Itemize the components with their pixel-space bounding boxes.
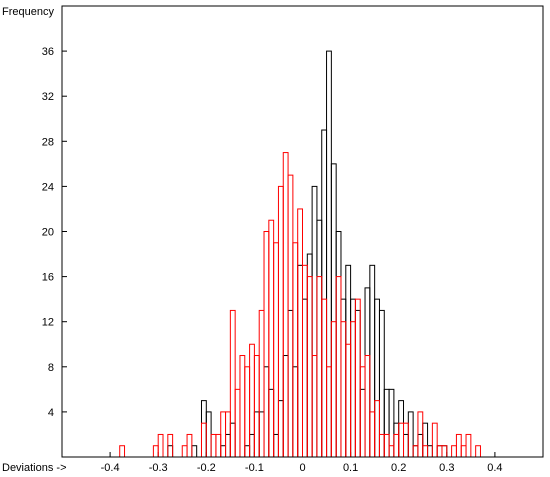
x-tick-label: 0.4 bbox=[487, 462, 502, 474]
y-tick-label: 16 bbox=[42, 272, 54, 284]
y-tick-label: 28 bbox=[42, 136, 54, 148]
x-tick-label: 0.2 bbox=[391, 462, 406, 474]
x-tick-label: -0.1 bbox=[245, 462, 264, 474]
y-tick-label: 8 bbox=[48, 362, 54, 374]
x-tick-label: -0.2 bbox=[197, 462, 216, 474]
x-tick-label: -0.4 bbox=[101, 462, 120, 474]
y-axis-label: Frequency bbox=[2, 6, 54, 18]
y-tick-label: 36 bbox=[42, 46, 54, 58]
x-tick-label: 0 bbox=[299, 462, 305, 474]
y-tick-label: 12 bbox=[42, 317, 54, 329]
x-tick-label: 0.1 bbox=[343, 462, 358, 474]
plot-frame bbox=[61, 5, 544, 458]
x-axis-label: Deviations -> bbox=[2, 462, 67, 474]
x-tick-label: 0.3 bbox=[439, 462, 454, 474]
x-axis-ticks: -0.4 -0.3 -0.2 -0.1 0 0.1 0.2 0.3 0.4 bbox=[101, 452, 503, 474]
x-tick-label: -0.3 bbox=[149, 462, 168, 474]
y-tick-label: 4 bbox=[48, 407, 54, 419]
y-axis-ticks: 4 8 12 16 20 24 28 32 36 bbox=[42, 46, 67, 419]
y-tick-label: 24 bbox=[42, 181, 54, 193]
y-tick-label: 32 bbox=[42, 91, 54, 103]
y-tick-label: 20 bbox=[42, 227, 54, 239]
